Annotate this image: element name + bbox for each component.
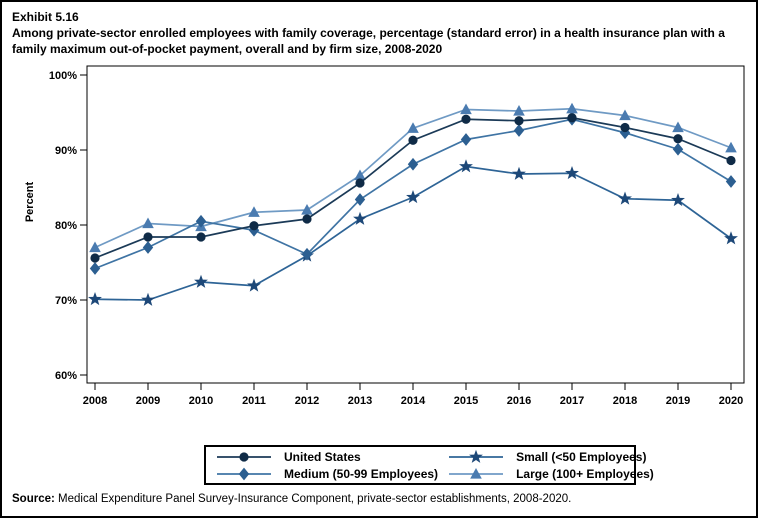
- svg-text:2012: 2012: [295, 395, 319, 407]
- united-states-line-marker-icon: [217, 451, 271, 462]
- svg-text:2011: 2011: [242, 395, 266, 407]
- svg-text:2010: 2010: [189, 395, 213, 407]
- svg-text:90%: 90%: [55, 145, 77, 157]
- source-text: Medical Expenditure Panel Survey-Insuran…: [54, 493, 572, 505]
- svg-text:100%: 100%: [49, 70, 77, 82]
- svg-text:2008: 2008: [83, 395, 107, 407]
- exhibit-number: Exhibit 5.16: [12, 10, 79, 24]
- legend-label: United States: [284, 449, 361, 464]
- title-block: Exhibit 5.16 Among private-sector enroll…: [12, 9, 752, 57]
- legend-entry-large: Large (100+ Employees): [438, 466, 654, 481]
- svg-text:2020: 2020: [719, 395, 743, 407]
- legend-label: Medium (50-99 Employees): [284, 466, 439, 481]
- svg-text:2013: 2013: [348, 395, 372, 407]
- svg-text:2014: 2014: [401, 395, 426, 407]
- medium-line-marker-icon: [217, 467, 271, 480]
- svg-text:2009: 2009: [136, 395, 160, 407]
- line-chart: 100% 90% 80% 70% 60% 2008 2009 2010 2011 2012 2013…: [24, 65, 745, 407]
- legend-label: Small (<50 Employees): [516, 449, 647, 464]
- svg-text:Percent: Percent: [24, 181, 36, 222]
- source-note: Source: Medical Expenditure Panel Survey…: [12, 493, 571, 505]
- svg-text:2017: 2017: [560, 395, 584, 407]
- svg-text:2015: 2015: [454, 395, 478, 407]
- svg-text:80%: 80%: [55, 220, 77, 232]
- svg-text:2018: 2018: [613, 395, 637, 407]
- source-label: Source:: [12, 493, 55, 505]
- legend-entry-medium: Medium (50-99 Employees): [206, 466, 438, 481]
- legend-label: Large (100+ Employees): [516, 466, 654, 481]
- small-line-marker-icon: [449, 449, 504, 463]
- svg-text:60%: 60%: [55, 370, 77, 382]
- large-line-marker-icon: [449, 467, 504, 479]
- chart-legend: United States Small (<50 Employees) Medi…: [204, 445, 654, 485]
- svg-text:70%: 70%: [55, 295, 77, 307]
- svg-text:2016: 2016: [507, 395, 531, 407]
- legend-entry-united-states: United States: [206, 449, 438, 464]
- legend-entry-small: Small (<50 Employees): [438, 449, 654, 464]
- page-title: Among private-sector enrolled employees …: [12, 26, 725, 56]
- svg-text:2019: 2019: [666, 395, 690, 407]
